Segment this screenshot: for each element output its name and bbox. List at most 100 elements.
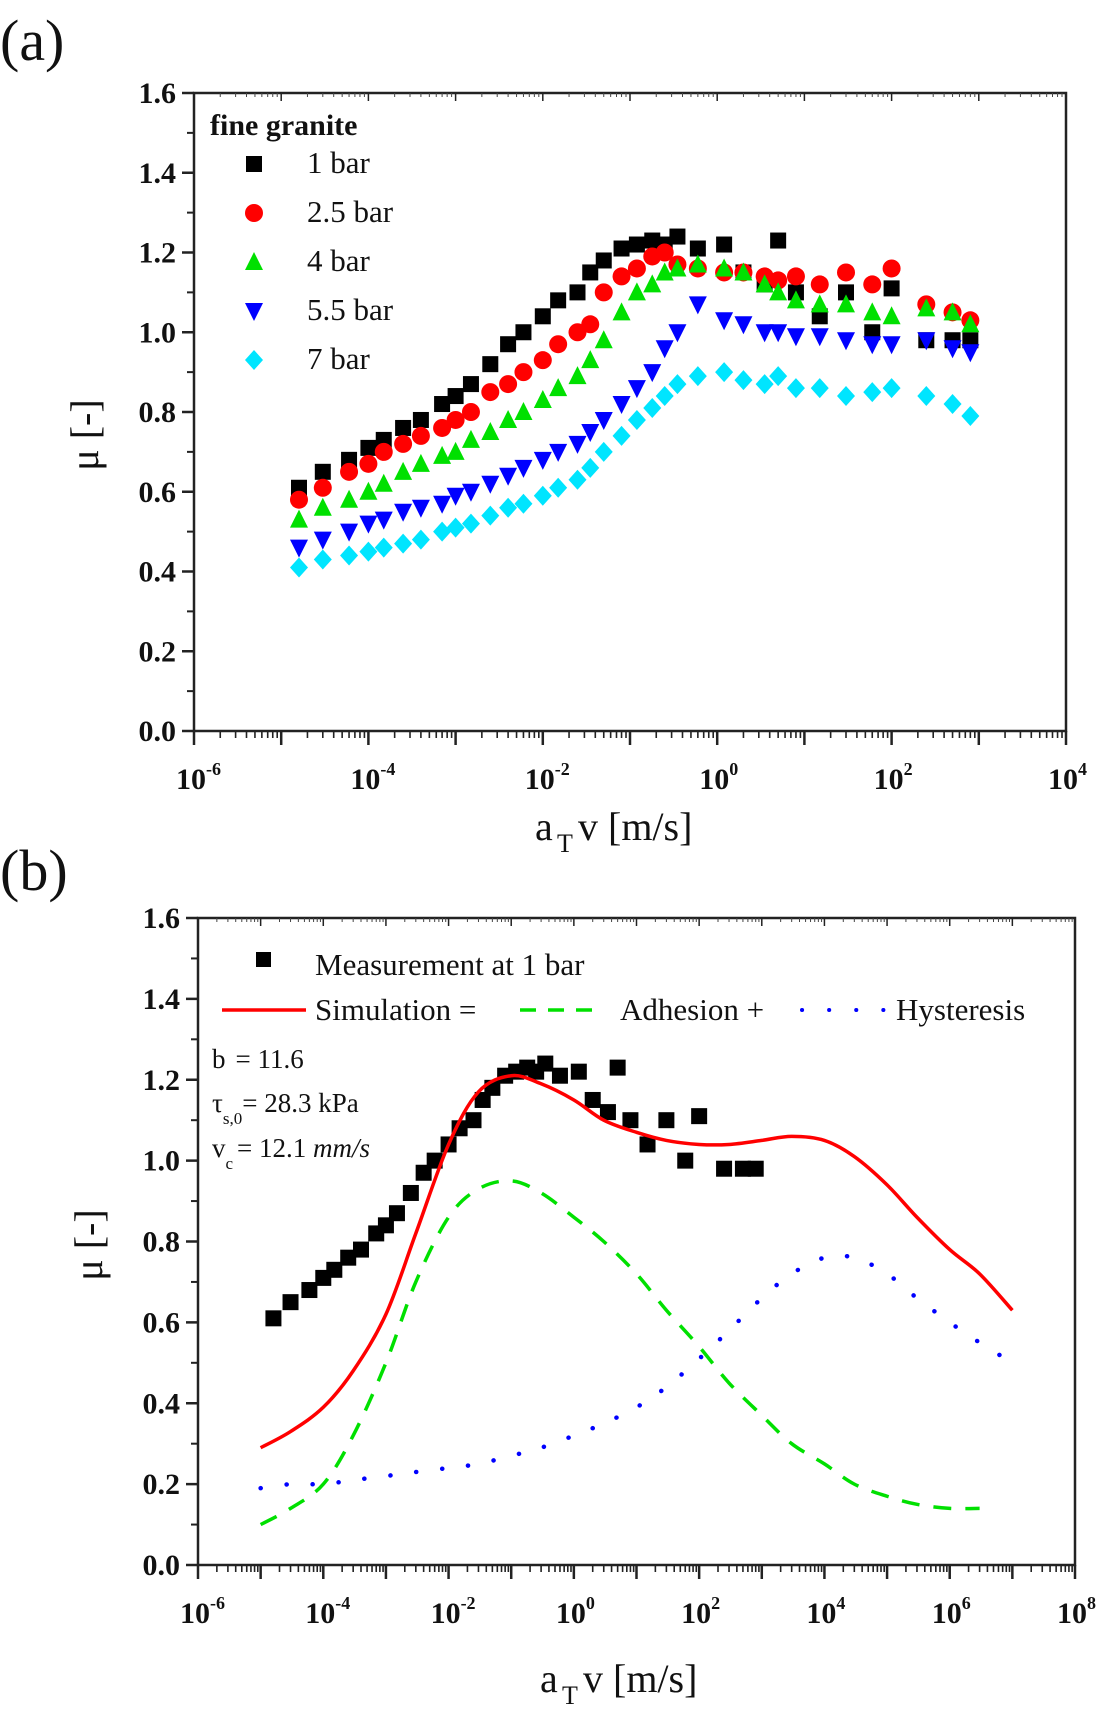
data-point (374, 442, 393, 461)
series-simulation (259, 1073, 1014, 1450)
legend-marker (245, 303, 263, 321)
x-tick-exponent: 4 (836, 1593, 845, 1613)
data-point (882, 259, 901, 278)
data-point (446, 517, 465, 538)
x-tick-label: 100 (556, 1593, 595, 1630)
data-point (644, 232, 661, 249)
chart-b-marks (258, 1055, 1015, 1527)
data-point (584, 1091, 601, 1108)
data-point (301, 1282, 318, 1299)
data-point (655, 243, 674, 262)
y-axis-title-b: μ [-] (66, 1209, 111, 1280)
data-point (340, 489, 359, 508)
x-axis-title-a: a T v [m/s] (535, 804, 692, 858)
legend-marker (245, 252, 263, 270)
data-point (549, 335, 568, 354)
chart-a-legend: fine granite 1 bar 2.5 bar 4 bar 5.5 bar 7 b… (210, 109, 394, 376)
param-tau-symbol: τ (212, 1088, 223, 1118)
data-point (499, 375, 518, 394)
x-axis-label-rest: v [m/s] (578, 804, 692, 849)
data-point (883, 280, 900, 297)
y-tick-label: 0.2 (139, 635, 177, 668)
data-point (786, 328, 805, 347)
param-tau: τs,0= 28.3 kPa (212, 1088, 359, 1128)
data-point (433, 521, 452, 542)
data-point (655, 340, 674, 359)
data-point (447, 388, 464, 405)
data-point (474, 1091, 491, 1108)
y-tick-label: 1.6 (139, 77, 177, 110)
param-b: b = 11.6 (212, 1044, 304, 1074)
data-point (837, 294, 856, 313)
chart-a-marks (289, 228, 980, 578)
data-point (786, 378, 805, 399)
data-point (534, 308, 551, 325)
data-point (394, 503, 413, 522)
data-point (961, 405, 980, 426)
data-point (550, 292, 567, 309)
x-tick-exponent: 8 (1087, 1593, 1096, 1613)
data-point (612, 302, 631, 321)
data-point (668, 374, 687, 395)
data-point (755, 324, 774, 343)
legend-label: 5.5 bar (307, 292, 394, 327)
data-point (769, 282, 788, 301)
data-point (537, 1055, 554, 1072)
x-tick-base: 10 (350, 763, 380, 796)
legend-label-measurement: Measurement at 1 bar (315, 947, 585, 982)
data-point (609, 1059, 626, 1076)
data-point (500, 336, 517, 353)
data-point (515, 324, 532, 341)
param-vc-sub: c (226, 1154, 234, 1173)
data-point (374, 537, 393, 558)
y-axis-label: μ [-] (62, 399, 107, 470)
data-point (402, 1184, 419, 1201)
y-tick-label: 0.4 (143, 1387, 181, 1420)
data-point (943, 394, 962, 415)
data-point (433, 495, 452, 514)
series-measurement-at-1-bar (265, 1055, 764, 1327)
series-7-bar (289, 362, 980, 578)
x-axis-label-main: a (535, 804, 553, 849)
data-point (594, 411, 613, 430)
x-tick-base: 10 (681, 1597, 711, 1630)
data-point (786, 290, 805, 309)
data-point (769, 324, 788, 343)
data-point (716, 1160, 733, 1177)
data-point (882, 378, 901, 399)
data-point (668, 324, 687, 343)
x-tick-exponent: 2 (904, 759, 913, 779)
data-point (747, 1160, 764, 1177)
x-tick-base: 10 (180, 1597, 210, 1630)
data-point (568, 366, 587, 385)
data-point (340, 1249, 357, 1266)
data-point (412, 411, 429, 428)
legend-label: 7 bar (307, 341, 371, 376)
y-tick-label: 0.8 (143, 1226, 181, 1259)
y-tick-label: 0.8 (139, 396, 177, 429)
data-point (533, 451, 552, 470)
data-point (551, 1067, 568, 1084)
data-point (669, 228, 686, 245)
x-tick-label: 100 (699, 759, 738, 796)
x-tick-exponent: 2 (711, 1593, 720, 1613)
data-point (677, 1152, 694, 1169)
data-point (313, 531, 332, 550)
x-tick-base: 10 (556, 1597, 586, 1630)
data-point (863, 382, 882, 403)
data-point (810, 328, 829, 347)
data-point (465, 1112, 482, 1129)
y-axis-label: μ [-] (66, 1209, 111, 1280)
data-point (461, 513, 480, 534)
data-point (837, 332, 856, 351)
data-point (549, 443, 568, 462)
line-adhesion (259, 1178, 980, 1527)
x-tick-base: 10 (874, 763, 904, 796)
data-point (461, 483, 480, 502)
data-point (340, 545, 359, 566)
data-point (581, 315, 600, 334)
data-point (313, 478, 332, 497)
x-tick-exponent: 0 (729, 759, 738, 779)
x-axis-label-rest: v [m/s] (583, 1656, 697, 1701)
data-point (755, 274, 774, 293)
